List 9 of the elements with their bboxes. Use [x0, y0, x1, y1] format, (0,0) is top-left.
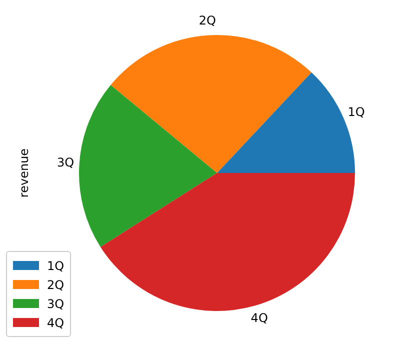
legend-label: 4Q — [47, 316, 64, 330]
legend-label: 3Q — [47, 296, 64, 310]
slice-label: 2Q — [198, 14, 216, 28]
slice-label: 3Q — [56, 156, 74, 170]
slice-label: 1Q — [348, 104, 365, 119]
legend-label: 2Q — [47, 278, 64, 292]
text: revenue — [17, 148, 31, 198]
slice-label: 4Q — [250, 310, 268, 325]
legend-label: 1Q — [47, 258, 64, 272]
